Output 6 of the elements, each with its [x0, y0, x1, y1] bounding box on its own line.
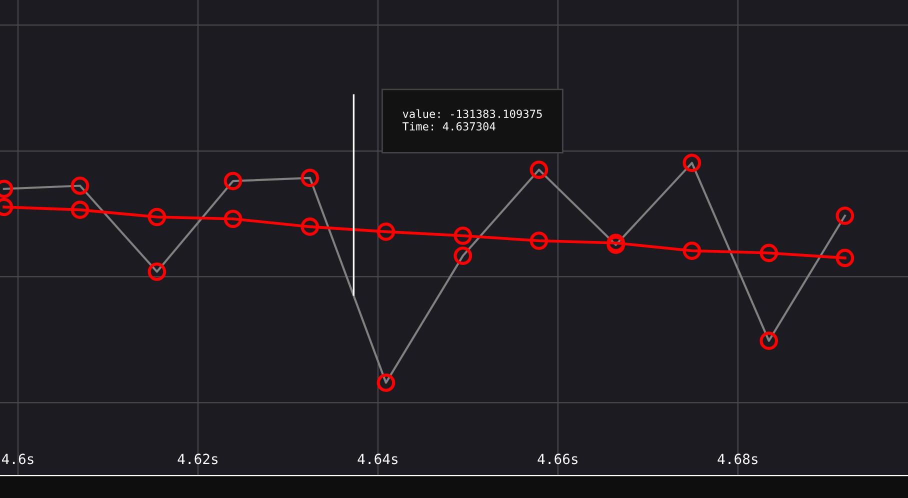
x-tick-label: 4.64s	[358, 454, 398, 464]
x-tick-label: 4.62s	[178, 454, 218, 464]
x-tick-label: 4.66s	[538, 454, 578, 464]
text: value: -131383.109375 Time: 4.637304	[402, 109, 542, 131]
x-tick-label: 4.68s	[718, 454, 758, 464]
x-tick-label: 4.6s	[2, 454, 34, 464]
